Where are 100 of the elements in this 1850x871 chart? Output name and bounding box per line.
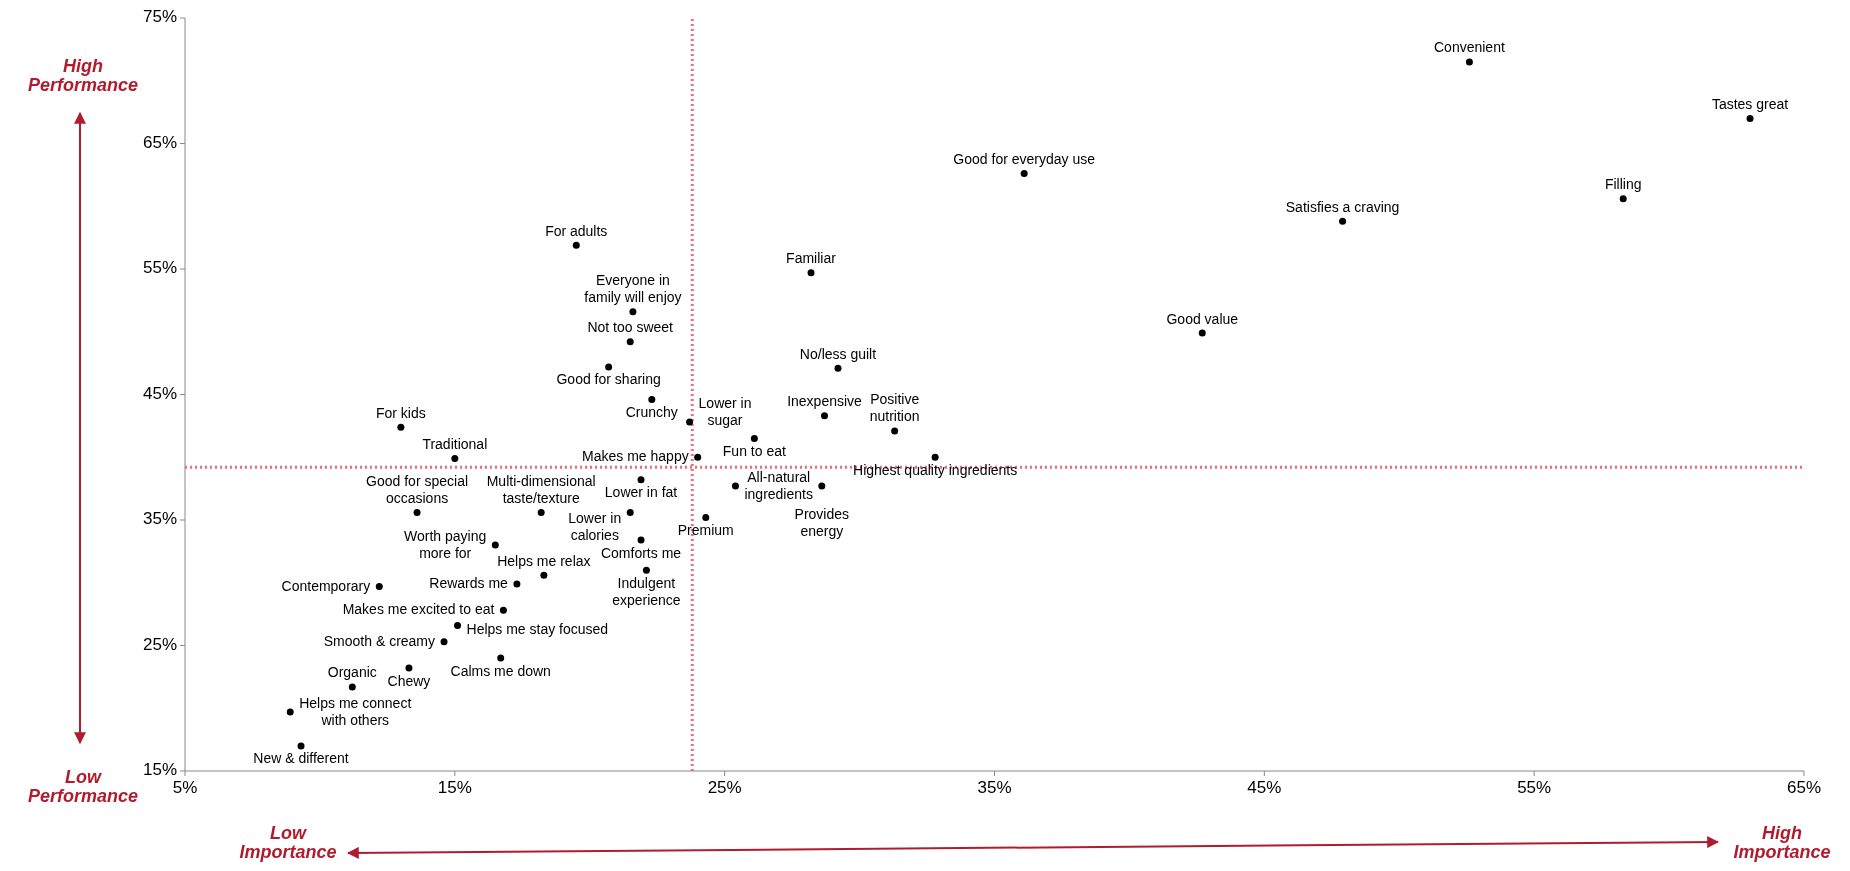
- point: [348, 683, 356, 691]
- point: [648, 396, 656, 404]
- point: [818, 482, 826, 490]
- data-label: For adults: [545, 222, 608, 239]
- point: [1198, 329, 1206, 337]
- point: [694, 453, 702, 461]
- point: [1339, 217, 1347, 225]
- x-tick-label: 15%: [437, 778, 472, 797]
- data-label: Satisfies a craving: [1285, 198, 1400, 215]
- data-label: Convenient: [1433, 39, 1505, 56]
- data-label: No/less guilt: [799, 345, 877, 362]
- point: [440, 638, 448, 646]
- x-tick-label: 65%: [1786, 778, 1822, 797]
- data-label: Helps me connect with others: [299, 694, 412, 728]
- data-label: Smooth & creamy: [323, 632, 436, 649]
- point: [491, 541, 499, 549]
- y-tick-label: 15%: [142, 760, 177, 780]
- point: [834, 364, 842, 372]
- data-label: Good value: [1166, 310, 1239, 327]
- data-label: All-natural ingredients: [744, 468, 813, 502]
- data-label: Crunchy: [625, 403, 678, 420]
- data-label: Helps me relax: [497, 552, 591, 569]
- point: [451, 455, 459, 463]
- data-label: Premium: [677, 521, 734, 538]
- data-label: Everyone in family will enjoy: [584, 271, 682, 305]
- data-label: Traditional: [422, 435, 488, 452]
- point: [572, 241, 580, 249]
- data-label: For kids: [375, 404, 426, 421]
- point: [702, 513, 710, 521]
- data-label: Rewards me: [429, 574, 509, 591]
- data-label: Fun to eat: [722, 442, 786, 459]
- point: [286, 708, 294, 716]
- data-label: Positive nutrition: [869, 391, 920, 425]
- point: [629, 308, 637, 316]
- point: [642, 566, 650, 574]
- point: [931, 453, 939, 461]
- point: [1746, 114, 1754, 122]
- data-label: New & different: [253, 750, 349, 767]
- point: [513, 580, 521, 588]
- point: [686, 418, 694, 426]
- data-label: Lower in fat: [604, 484, 678, 501]
- y-tick-label: 25%: [142, 634, 177, 654]
- data-label: Makes me happy: [582, 447, 689, 464]
- point: [537, 508, 545, 516]
- text: High Importance: [1733, 822, 1831, 862]
- point: [731, 482, 739, 490]
- point: [405, 664, 413, 672]
- x-tick-label: 35%: [977, 778, 1012, 797]
- point: [499, 606, 507, 614]
- x-tick-label: 55%: [1517, 778, 1552, 797]
- data-label: Good for special occasions: [366, 472, 469, 506]
- point: [626, 338, 634, 346]
- data-label: Contemporary: [281, 577, 371, 594]
- data-label: Good for sharing: [556, 371, 661, 388]
- data-label: Helps me stay focused: [466, 621, 609, 638]
- text: High Performance: [27, 55, 139, 95]
- point: [605, 363, 613, 371]
- text: Low Performance: [27, 766, 139, 806]
- y-tick-label: 35%: [142, 509, 177, 529]
- data-label: Makes me excited to eat: [342, 601, 495, 618]
- point: [1465, 58, 1473, 66]
- point: [1619, 195, 1627, 203]
- point: [497, 654, 505, 662]
- y-tick-label: 45%: [142, 383, 177, 403]
- point: [626, 508, 634, 516]
- point: [375, 583, 383, 591]
- y-tick-label: 55%: [142, 258, 177, 278]
- data-label: Lower in calories: [568, 509, 622, 543]
- point: [807, 269, 815, 277]
- data-label: Good for everyday use: [953, 150, 1096, 167]
- point: [454, 621, 462, 629]
- data-label: Organic: [327, 664, 377, 681]
- y-tick-label: 65%: [142, 132, 177, 152]
- data-label: Familiar: [786, 249, 837, 266]
- data-label: Not too sweet: [587, 318, 674, 335]
- data-label: Indulgent experience: [612, 574, 681, 608]
- point: [821, 412, 829, 420]
- y-tick-label: 75%: [142, 7, 177, 27]
- data-label: Highest quality ingredients: [853, 461, 1018, 478]
- point: [637, 536, 645, 544]
- x-tick-label: 25%: [707, 778, 742, 797]
- data-label: Multi-dimensional taste/texture: [486, 472, 596, 506]
- point: [1020, 170, 1028, 178]
- data-label: Chewy: [387, 672, 431, 689]
- data-label: Inexpensive: [787, 393, 863, 410]
- data-label: Calms me down: [450, 662, 551, 679]
- point: [413, 508, 421, 516]
- data-label: Tastes great: [1711, 95, 1789, 112]
- x-tick-label: 5%: [172, 778, 198, 797]
- point: [750, 434, 758, 442]
- x-tick-label: 45%: [1247, 778, 1282, 797]
- point: [297, 742, 305, 750]
- point: [540, 571, 548, 579]
- data-label: Provides energy: [794, 505, 850, 539]
- point: [397, 423, 405, 431]
- point: [891, 427, 899, 435]
- data-label: Comforts me: [600, 544, 682, 561]
- data-label: Filling: [1604, 175, 1642, 192]
- data-label: Worth paying more for: [404, 527, 487, 561]
- point: [637, 476, 645, 484]
